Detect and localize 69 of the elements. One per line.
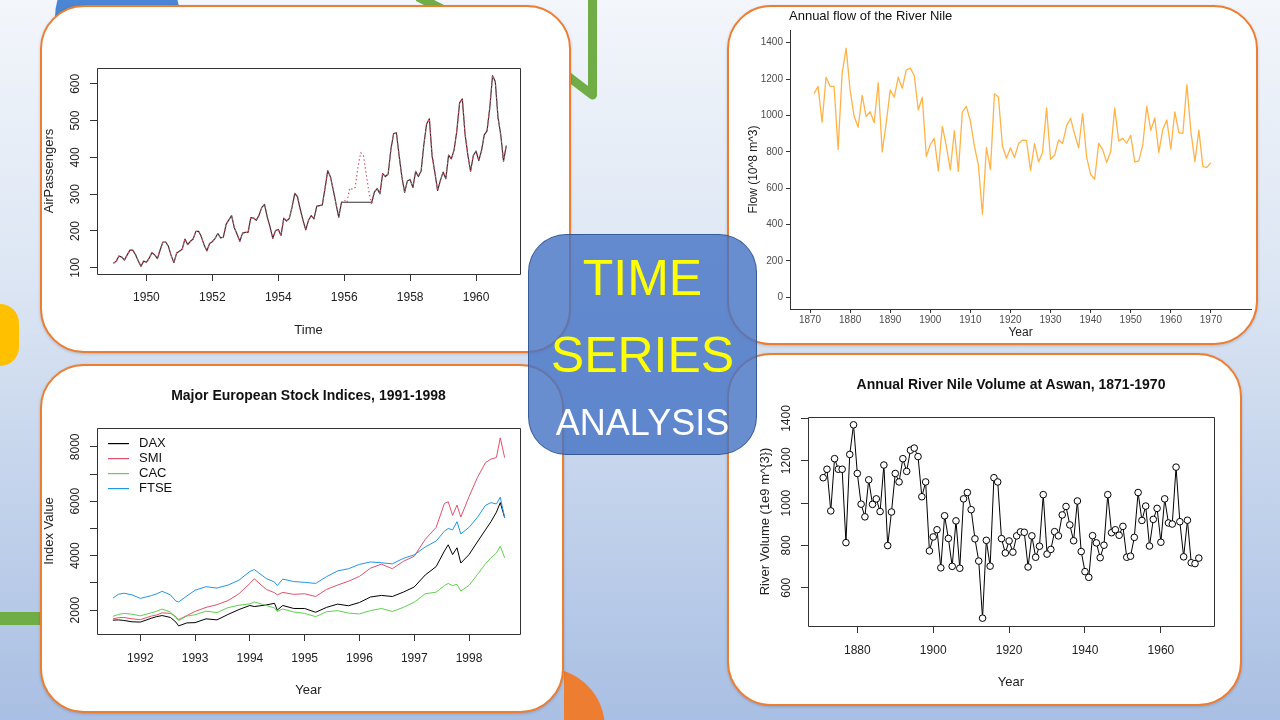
legend-label: SMI bbox=[139, 450, 163, 466]
x-tick-label: 1940 bbox=[1071, 642, 1099, 657]
x-tick-label: 1930 bbox=[1039, 313, 1063, 325]
y-tick-label: 2000 bbox=[68, 596, 83, 624]
text: TIME SERIES bbox=[549, 249, 736, 385]
y-axis-title: Index Value bbox=[41, 497, 57, 565]
y-tick-label: 1000 bbox=[760, 109, 784, 121]
x-axis-title: Time bbox=[294, 321, 323, 337]
y-tick-label: 400 bbox=[766, 218, 784, 230]
x-tick-label: 1940 bbox=[1079, 313, 1103, 325]
y-tick-label: 500 bbox=[68, 110, 83, 131]
x-tick-label: 1920 bbox=[999, 313, 1023, 325]
x-tick-label: 1993 bbox=[181, 650, 209, 665]
chart-title: Major European Stock Indices, 1991-1998 bbox=[171, 387, 447, 404]
x-tick-label: 1960 bbox=[462, 289, 490, 304]
x-tick-label: 1920 bbox=[995, 642, 1023, 657]
y-tick-label: 8000 bbox=[68, 433, 83, 461]
legend-label: FTSE bbox=[139, 480, 173, 496]
y-tick-label: 400 bbox=[68, 147, 83, 168]
y-axis-title: Flow (10^8 m^3) bbox=[745, 125, 760, 214]
text: ANALYSIS bbox=[555, 402, 730, 443]
x-tick-label: 1960 bbox=[1159, 313, 1183, 325]
y-axis-title: AirPassengers bbox=[41, 128, 57, 214]
legend-label: DAX bbox=[139, 435, 167, 451]
y-tick-label: 300 bbox=[68, 183, 83, 205]
y-tick-label: 800 bbox=[779, 535, 794, 556]
x-tick-label: 1996 bbox=[346, 650, 374, 665]
x-tick-label: 1994 bbox=[236, 650, 264, 665]
x-tick-label: 1952 bbox=[199, 289, 227, 304]
y-tick-label: 1000 bbox=[779, 489, 794, 517]
x-tick-label: 1910 bbox=[959, 313, 982, 325]
y-tick-label: 600 bbox=[779, 577, 794, 598]
x-tick-label: 1880 bbox=[843, 642, 871, 657]
x-tick-label: 1890 bbox=[879, 313, 902, 325]
y-tick-label: 200 bbox=[766, 254, 784, 266]
y-tick-label: 6000 bbox=[68, 487, 83, 515]
y-tick-label: 1400 bbox=[779, 404, 794, 432]
legend-label: CAC bbox=[139, 465, 167, 481]
x-tick-label: 1995 bbox=[291, 650, 319, 665]
x-tick-label: 1954 bbox=[264, 289, 292, 304]
y-tick-label: 800 bbox=[766, 145, 784, 157]
x-axis-title: Year bbox=[997, 673, 1025, 689]
x-tick-label: 1998 bbox=[455, 650, 483, 665]
x-tick-label: 1992 bbox=[126, 650, 154, 665]
x-tick-label: 1960 bbox=[1147, 642, 1175, 657]
x-tick-label: 1958 bbox=[396, 289, 424, 304]
y-tick-label: 0 bbox=[777, 290, 784, 302]
y-tick-label: 1200 bbox=[779, 447, 794, 475]
x-axis-title: Year bbox=[1008, 325, 1033, 340]
y-tick-label: 600 bbox=[766, 181, 784, 193]
y-tick-label: 1400 bbox=[760, 36, 784, 48]
y-tick-label: 200 bbox=[68, 220, 83, 241]
y-tick-label: 100 bbox=[68, 257, 83, 278]
x-tick-label: 1950 bbox=[133, 289, 161, 304]
y-tick-label: 1200 bbox=[760, 72, 784, 84]
x-tick-label: 1950 bbox=[1119, 313, 1143, 325]
y-tick-label: 600 bbox=[68, 73, 83, 94]
y-tick-label: 4000 bbox=[68, 542, 83, 570]
x-tick-label: 1880 bbox=[839, 313, 862, 325]
x-tick-label: 1900 bbox=[919, 642, 947, 657]
x-tick-label: 1956 bbox=[330, 289, 358, 304]
chart-title: Annual flow of the River Nile bbox=[789, 7, 953, 23]
x-tick-label: 1970 bbox=[1199, 313, 1223, 325]
x-axis-title: Year bbox=[295, 681, 323, 697]
chart-title: Annual River Nile Volume at Aswan, 1871-1970 bbox=[856, 375, 1166, 392]
x-tick-label: 1900 bbox=[919, 313, 942, 325]
x-tick-label: 1870 bbox=[798, 313, 822, 325]
x-tick-label: 1997 bbox=[400, 650, 428, 665]
y-axis-title: River Volume (1e9 m^{3}) bbox=[757, 447, 773, 596]
